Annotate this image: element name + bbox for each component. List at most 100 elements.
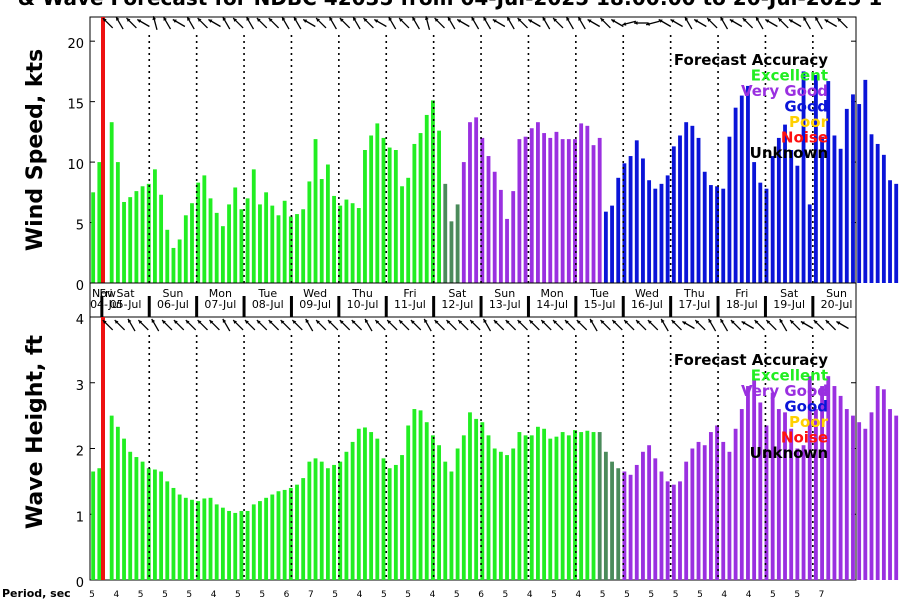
wind-arrow-head <box>742 18 747 22</box>
wind-bar <box>542 133 547 283</box>
wave-direction-arrow <box>789 319 801 331</box>
wave-arrow-head <box>222 318 227 323</box>
wind-direction-arrow <box>434 17 445 29</box>
wave-arrow-head <box>424 318 428 323</box>
wave-bar <box>480 422 485 580</box>
wave-bar <box>869 412 874 580</box>
wind-ytick-label: 20 <box>67 37 84 52</box>
wave-arrow-head <box>647 320 652 324</box>
wave-ytick-label: 0 <box>76 576 84 591</box>
period-value: 4 <box>113 590 119 600</box>
wind-arrow-head <box>388 16 393 21</box>
wave-arrow-head <box>671 320 676 324</box>
wind-arrow-head <box>483 16 487 21</box>
day-name: Tue <box>257 287 277 300</box>
wave-bar <box>443 461 448 580</box>
wind-bar <box>91 192 96 283</box>
wind-legend-poor: Poor <box>789 113 829 131</box>
wind-direction-arrow <box>293 16 302 30</box>
wave-arrow-head <box>114 320 119 324</box>
wave-bar <box>190 499 194 580</box>
wave-direction-arrow <box>708 318 717 332</box>
wind-bar <box>610 205 614 283</box>
day-name: Thu <box>351 287 373 300</box>
wave-direction-arrow <box>256 319 268 331</box>
wind-bar <box>208 198 213 283</box>
wind-arrow-head <box>553 18 557 22</box>
wave-bar <box>177 494 182 580</box>
wave-bar <box>325 468 330 580</box>
wind-arrow-head <box>187 16 191 21</box>
day-date: 15-Jul <box>584 298 616 311</box>
wave-bar <box>424 422 429 580</box>
wind-bar <box>356 208 361 283</box>
wave-arrow-head <box>636 320 640 324</box>
wind-direction-arrow <box>256 17 268 29</box>
wind-bar <box>832 135 837 283</box>
wave-bar <box>678 481 682 581</box>
day-band-tick <box>621 296 625 317</box>
wave-arrow-head <box>458 320 463 324</box>
wave-bar <box>319 461 324 580</box>
day-band-tick <box>526 296 530 317</box>
wind-bar <box>251 169 256 283</box>
wind-direction-arrow <box>684 16 693 30</box>
day-band-tick <box>763 296 767 317</box>
wind-bar <box>239 209 244 283</box>
wind-bar <box>437 130 441 283</box>
day-name: Sun <box>826 287 847 300</box>
wave-direction-arrow <box>564 319 576 331</box>
wind-bar <box>764 188 769 283</box>
wind-direction-arrow <box>742 17 754 29</box>
wave-direction-arrow <box>517 319 528 331</box>
wave-bar <box>616 468 621 580</box>
wave-arrow-head <box>590 318 594 323</box>
wave-bar <box>406 425 411 580</box>
wave-direction-arrow <box>813 319 825 331</box>
wind-bar <box>628 156 633 283</box>
day-name: Mon <box>541 287 564 300</box>
wind-bar <box>591 145 596 283</box>
wind-direction-arrow <box>425 16 431 30</box>
wind-direction-arrow <box>232 17 244 29</box>
wave-bar <box>844 409 849 580</box>
wind-bar <box>659 183 664 283</box>
wave-arrow-head <box>102 320 107 324</box>
wind-direction-arrow <box>186 16 195 30</box>
wind-arrow-head <box>268 18 273 22</box>
wind-bar <box>424 114 429 283</box>
wave-bar <box>455 448 460 580</box>
wind-bar <box>264 192 269 283</box>
wave-bar <box>171 487 176 580</box>
wind-legend-noise: Noise <box>781 129 828 147</box>
wind-arrow-head <box>670 19 675 23</box>
wind-arrow-head <box>303 19 308 23</box>
wave-direction-arrow <box>232 319 244 331</box>
wave-bar <box>313 458 318 580</box>
wave-arrow-head <box>328 320 332 324</box>
wave-bar <box>449 471 454 580</box>
wind-direction-arrow <box>658 18 672 28</box>
wave-direction-arrow <box>386 319 398 331</box>
period-value: 5 <box>697 590 703 600</box>
wave-bar <box>165 481 170 581</box>
wave-bar <box>461 435 466 580</box>
wind-ytick-label: 0 <box>76 279 84 294</box>
wave-bar <box>715 425 719 580</box>
wave-arrow-head <box>779 318 784 323</box>
wave-arrow-head <box>790 320 794 324</box>
wind-ytick-label: 15 <box>67 98 84 113</box>
wind-bar <box>498 189 503 283</box>
wave-arrow-head <box>305 318 310 323</box>
wave-arrow-head <box>410 320 415 324</box>
wind-arrow-head <box>246 16 250 21</box>
wind-direction-arrow <box>802 16 811 30</box>
wave-direction-arrow <box>185 319 197 331</box>
wind-direction-arrow <box>492 18 506 28</box>
day-name: Wed <box>635 287 659 300</box>
wind-bar <box>332 195 336 283</box>
period-value: 5 <box>770 590 776 600</box>
wave-bar <box>356 428 361 580</box>
wind-bar <box>523 136 528 283</box>
